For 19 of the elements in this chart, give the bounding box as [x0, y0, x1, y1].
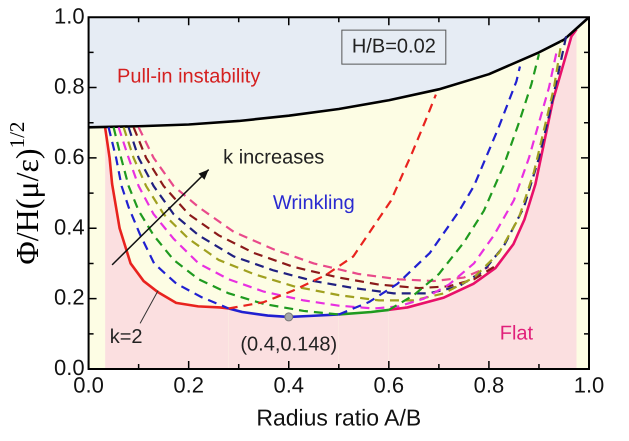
y-tick-label: 0.4 — [54, 214, 85, 240]
y-tick-label: 0.8 — [54, 74, 85, 99]
x-tick-label: 0.4 — [273, 372, 304, 398]
annotation: k increases — [223, 146, 324, 168]
x-tick-label: 0.2 — [173, 372, 204, 398]
x-axis-title: Radius ratio A/B — [256, 404, 422, 431]
y-axis-title: Φ/H(μ/ε)1/2 — [5, 122, 45, 265]
annotation: Pull-in instability — [116, 66, 260, 88]
annotation: Flat — [500, 322, 534, 344]
annotation: (0.4,0.148) — [240, 333, 338, 356]
x-tick-label: 0.8 — [474, 372, 504, 398]
y-tick-label: 1.0 — [54, 3, 85, 28]
annotation: k=2 — [110, 326, 143, 348]
x-tick-label: 0.6 — [374, 372, 404, 398]
annotation: H/B=0.02 — [352, 36, 436, 58]
annotation: Wrinkling — [272, 192, 355, 214]
x-tick-label: 1.0 — [574, 372, 604, 398]
y-tick-label: 0.2 — [54, 284, 85, 310]
y-tick-label: 0.6 — [54, 144, 85, 169]
